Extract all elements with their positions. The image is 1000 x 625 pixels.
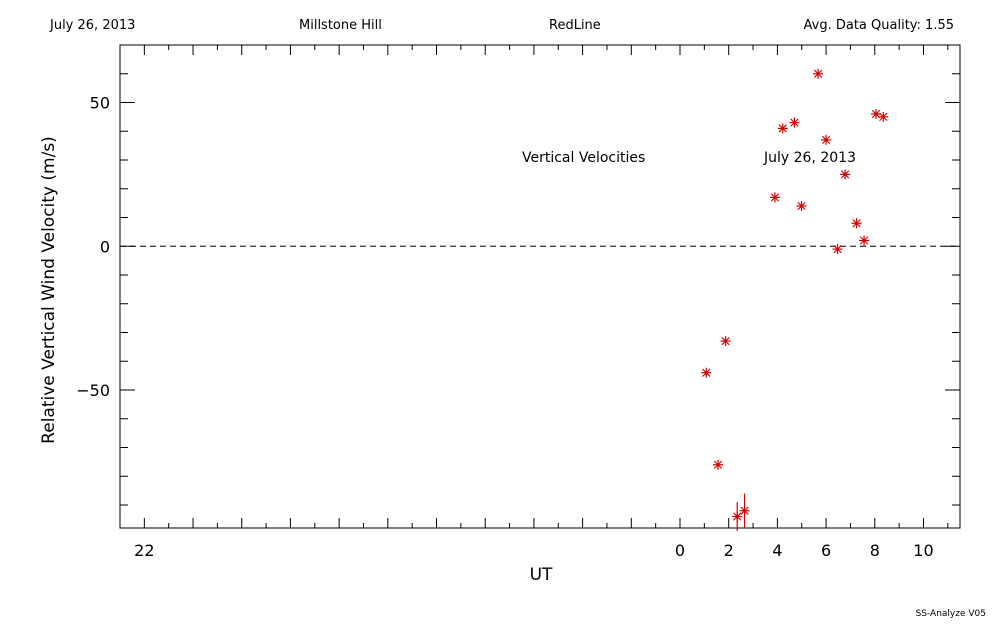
x-tick-label: 6 [821,541,831,560]
data-point [720,336,731,347]
data-point [859,235,870,246]
y-tick-label: 50 [90,94,110,113]
annotation-vertical-velocities: Vertical Velocities [522,150,645,166]
data-point [813,68,824,79]
data-point [840,169,851,180]
data-point [878,111,889,122]
data-point [701,367,712,378]
data-point [777,123,788,134]
plot-frame [119,44,961,529]
annotation-date: July 26, 2013 [763,150,856,166]
x-tick-label: 22 [134,541,154,560]
data-point [789,117,800,128]
header-quality: Avg. Data Quality: 1.55 [803,18,954,33]
data-point [832,244,843,255]
x-tick-label: 4 [772,541,782,560]
axes: 22 0 2 4 6 8 10 −50 0 50 [76,44,961,560]
x-tick-label: 8 [870,541,880,560]
asterisk-stroke [833,244,842,254]
asterisk-stroke [797,201,806,211]
asterisk-stroke [871,109,881,119]
data-point [851,218,862,229]
asterisk-stroke [778,124,787,133]
header-site: Millstone Hill [299,18,382,33]
data-point [871,109,881,119]
y-tick-label: 0 [100,237,110,256]
data-point [732,502,743,531]
footer-version: SS-Analyze V05 [915,609,986,619]
data-point [712,459,723,470]
asterisk-stroke [879,112,888,122]
asterisk-stroke [813,69,823,78]
y-tick-label: −50 [76,381,110,400]
data-point [769,192,780,203]
x-tick-label: 2 [724,541,734,560]
x-axis-label: UT [530,565,553,585]
asterisk-stroke [840,170,850,179]
asterisk-stroke [852,219,861,228]
header-date: July 26, 2013 [50,18,136,33]
asterisk-stroke [702,368,711,377]
data-point [739,493,750,528]
data-point [796,201,807,211]
asterisk-stroke [859,236,869,245]
x-tick-label: 0 [675,541,685,560]
data-point [821,134,832,145]
asterisk-stroke [770,193,780,202]
y-axis-label: Relative Vertical Wind Velocity (m/s) [39,136,59,444]
x-tick-label: 10 [913,541,933,560]
asterisk-stroke [721,336,730,346]
header-filter: RedLine [549,18,601,33]
asterisk-stroke [790,118,799,127]
asterisk-stroke [821,135,831,145]
asterisk-stroke [713,460,723,469]
data-points [701,68,889,531]
